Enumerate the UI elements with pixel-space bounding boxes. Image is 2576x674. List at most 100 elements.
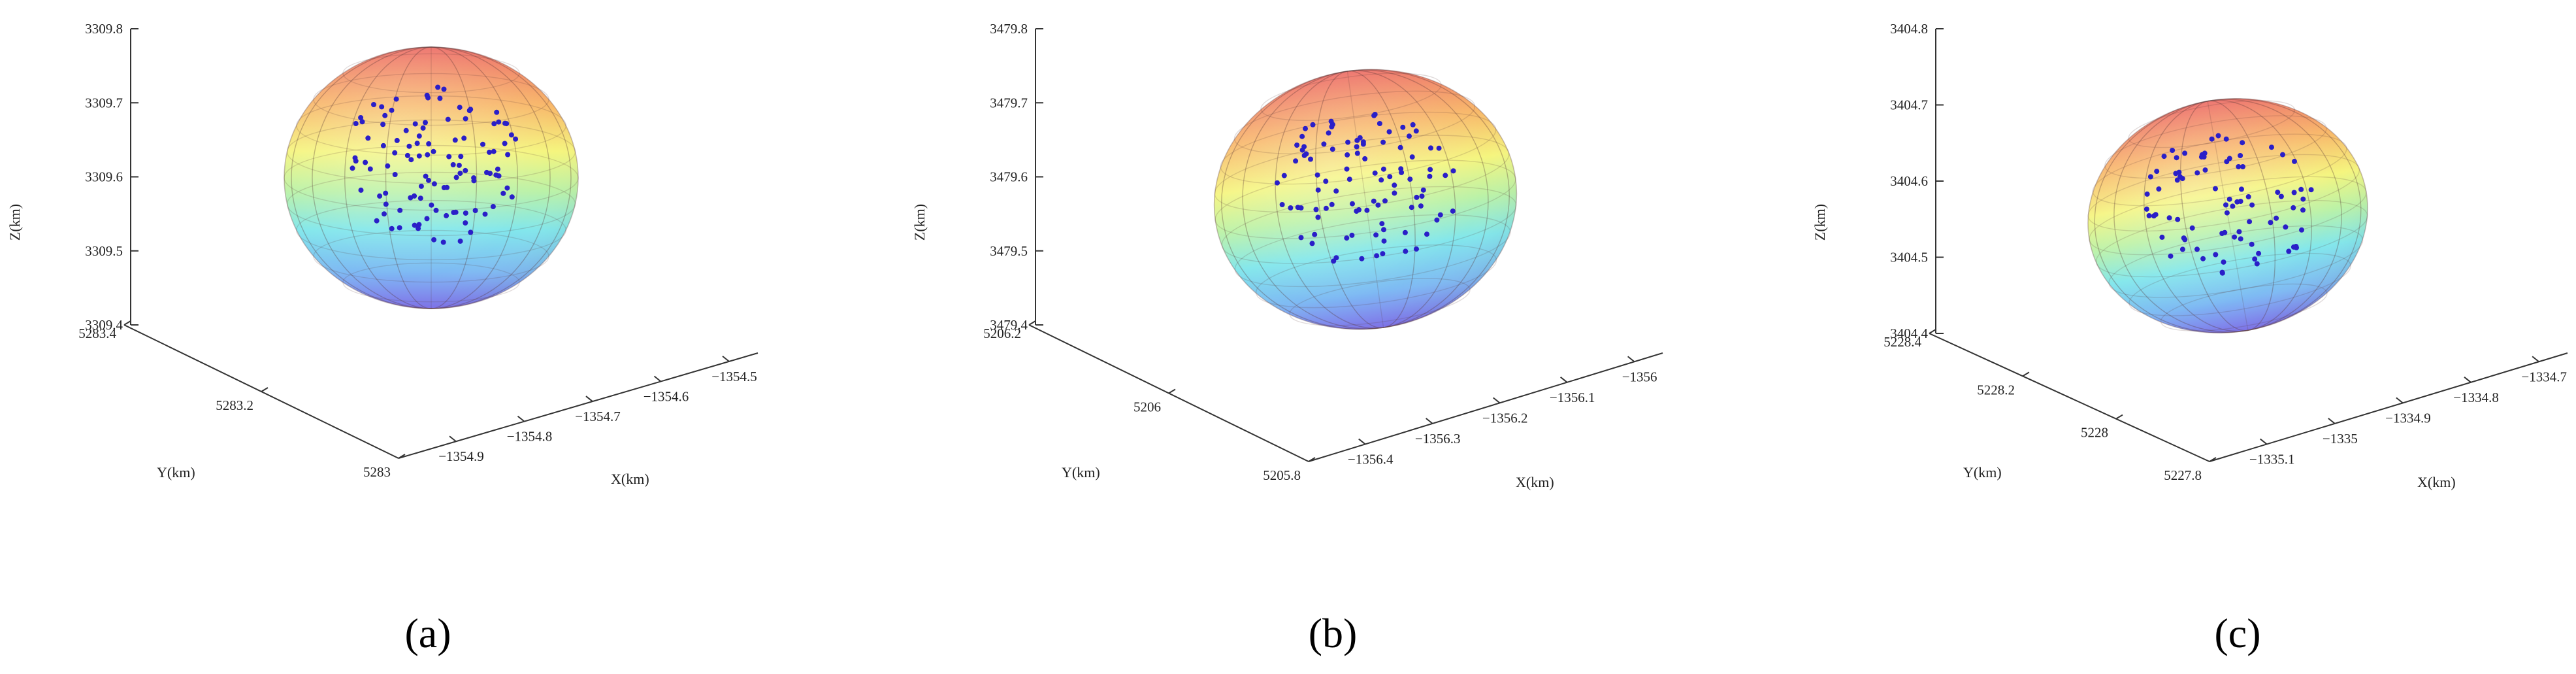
observation-point [433, 207, 439, 213]
observation-point [1378, 177, 1384, 183]
observation-point [1359, 256, 1365, 261]
observation-point [2299, 227, 2304, 233]
observation-point [1419, 194, 1425, 199]
observation-point [382, 211, 387, 217]
observation-point [1331, 258, 1337, 264]
observation-point [1315, 214, 1321, 220]
x-axis-line [398, 352, 758, 459]
sphere-meridian [1242, 69, 1489, 329]
observation-point [461, 135, 467, 141]
observation-point [431, 237, 437, 243]
y-tick [123, 320, 131, 326]
sphere-parallel [2095, 199, 2368, 278]
observation-point [1450, 168, 1456, 174]
observation-point [509, 194, 515, 200]
panel-label: (a) [404, 610, 451, 656]
observation-point [1328, 118, 1334, 124]
observation-point [423, 173, 429, 179]
observation-point [1387, 174, 1393, 180]
observation-point [2226, 196, 2232, 202]
observation-point [504, 185, 510, 191]
observation-point [2300, 196, 2306, 202]
observation-point [2177, 174, 2183, 180]
x-tick-label: −1356.2 [1482, 410, 1528, 426]
observation-point [2232, 234, 2238, 240]
observation-point [2274, 215, 2279, 221]
y-tick-label: 5206.2 [983, 326, 1021, 341]
y-tick [261, 387, 269, 392]
y-tick-label: 5228.4 [1883, 334, 1921, 350]
sphere-meridian [291, 46, 572, 309]
observation-point [1293, 158, 1299, 164]
y-tick [1308, 457, 1316, 462]
x-tick [2532, 356, 2539, 363]
y-tick [2022, 371, 2030, 377]
observation-point [453, 175, 459, 180]
observation-point [437, 95, 443, 101]
observation-point [412, 193, 417, 199]
sphere-parallel [2108, 225, 2364, 298]
observation-point [2202, 167, 2208, 173]
observation-point [2238, 153, 2243, 158]
observation-point [1360, 139, 1366, 145]
observation-point [2174, 155, 2179, 161]
observation-point [1294, 143, 1300, 148]
observation-point [426, 177, 431, 183]
sphere-parallel [2160, 283, 2328, 331]
x-tick-label: −1334.8 [2453, 390, 2499, 405]
observation-point [500, 190, 506, 196]
sphere-parallel [2128, 252, 2351, 316]
sphere-meridian [2144, 99, 2312, 332]
sphere-parallel [1234, 214, 1511, 288]
observation-point [2221, 259, 2226, 265]
observation-point [1362, 156, 1368, 161]
sphere-parallel [1289, 278, 1471, 326]
observation-point [397, 207, 403, 213]
x-tick-label: −1354.9 [438, 448, 484, 464]
sphere-meridian [312, 46, 551, 309]
sphere-meridian [344, 46, 518, 309]
sphere-parallel [2092, 133, 2347, 207]
observation-point [2236, 164, 2242, 169]
observation-point [468, 229, 474, 235]
observation-point [1315, 187, 1321, 193]
observation-point [1427, 167, 1433, 173]
observation-point [2283, 224, 2289, 230]
observation-point [495, 166, 500, 172]
y-tick [2115, 414, 2123, 420]
observation-point [1346, 177, 1352, 182]
x-tick-label: −1356.1 [1550, 390, 1595, 405]
observation-point [2292, 158, 2297, 164]
observation-point [2200, 256, 2206, 261]
observation-point [2166, 215, 2172, 221]
observation-point [1313, 207, 1319, 212]
observation-point [2234, 199, 2240, 205]
observation-point [1380, 251, 1386, 257]
z-tick-label: 3309.8 [85, 21, 123, 37]
observation-point [404, 152, 410, 158]
observation-point [424, 216, 430, 222]
observation-point [496, 173, 502, 179]
observation-point [2161, 154, 2167, 160]
observation-point [2198, 154, 2204, 160]
observation-point [2168, 253, 2174, 259]
x-tick [2260, 438, 2268, 445]
observation-point [1333, 188, 1339, 194]
observation-point [1382, 198, 1388, 204]
sphere-parallel [2089, 176, 2367, 256]
observation-point [406, 143, 412, 149]
observation-point [1344, 235, 1350, 241]
observation-point [502, 120, 508, 126]
z-axis-label: Z(km) [7, 204, 23, 241]
observation-point [2245, 194, 2251, 199]
observation-point [1349, 232, 1355, 238]
observation-point [2240, 164, 2245, 169]
observation-point [359, 119, 365, 125]
observation-point [2224, 159, 2230, 165]
y-axis-label: Y(km) [157, 464, 195, 480]
sphere-parallel [296, 199, 566, 261]
z-tick-label: 3479.4 [990, 317, 1028, 333]
observation-point [416, 133, 422, 139]
